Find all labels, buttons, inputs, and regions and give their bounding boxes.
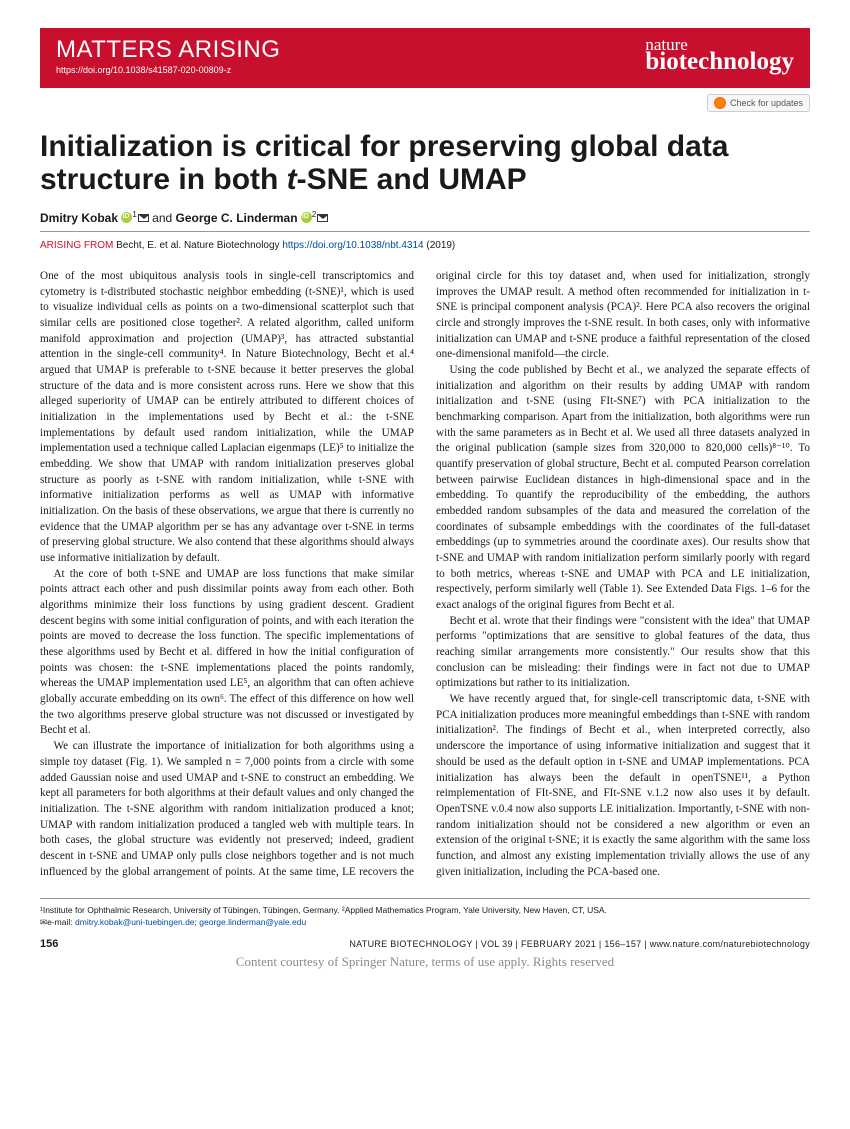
author-line: Dmitry Kobak 1 and George C. Linderman 2 — [40, 210, 810, 225]
body-paragraph: Becht et al. wrote that their findings w… — [436, 614, 810, 692]
body-paragraph: At the core of both t-SNE and UMAP are l… — [40, 567, 414, 739]
corresponding-email-2[interactable]: george.linderman@yale.edu — [199, 917, 306, 927]
banner-left: MATTERS ARISING https://doi.org/10.1038/… — [56, 36, 280, 75]
check-updates-label: Check for updates — [730, 98, 803, 108]
page-number: 156 — [40, 938, 58, 950]
email-line: ✉e-mail: dmitry.kobak@uni-tuebingen.de; … — [40, 917, 810, 928]
page-footer: 156 NATURE BIOTECHNOLOGY | VOL 39 | FEBR… — [40, 938, 810, 950]
arising-cite: Becht, E. et al. Nature Biotechnology — [116, 240, 279, 251]
crossmark-icon — [714, 97, 726, 109]
affiliations: ¹Institute for Ophthalmic Research, Univ… — [40, 898, 810, 928]
author-1-affil: 1 — [132, 210, 136, 219]
arising-link[interactable]: https://doi.org/10.1038/nbt.4314 — [282, 240, 423, 251]
journal-logo: nature biotechnology — [645, 38, 794, 72]
journal-name-bottom: biotechnology — [645, 52, 794, 73]
author-2-affil: 2 — [312, 210, 316, 219]
mail-icon[interactable] — [317, 214, 328, 222]
body-columns: One of the most ubiquitous analysis tool… — [40, 269, 810, 880]
section-name: MATTERS ARISING — [56, 36, 280, 64]
mail-icon[interactable] — [138, 214, 149, 222]
arising-from: ARISING FROM Becht, E. et al. Nature Bio… — [40, 240, 810, 251]
body-paragraph: Using the code published by Becht et al.… — [436, 363, 810, 614]
footer-citation: NATURE BIOTECHNOLOGY | VOL 39 | FEBRUARY… — [349, 939, 810, 949]
title-italic: t — [287, 163, 297, 196]
corresponding-email-1[interactable]: dmitry.kobak@uni-tuebingen.de — [75, 917, 195, 927]
arising-year: (2019) — [426, 240, 455, 251]
author-2: George C. Linderman — [176, 211, 298, 225]
divider — [40, 231, 810, 232]
affiliation-text: ¹Institute for Ophthalmic Research, Univ… — [40, 905, 810, 916]
author-1: Dmitry Kobak — [40, 211, 118, 225]
check-updates-button[interactable]: Check for updates — [707, 94, 810, 112]
doi-link[interactable]: https://doi.org/10.1038/s41587-020-00809… — [56, 65, 280, 75]
orcid-icon[interactable] — [301, 212, 312, 223]
orcid-icon[interactable] — [121, 212, 132, 223]
journal-banner: MATTERS ARISING https://doi.org/10.1038/… — [40, 28, 810, 88]
courtesy-notice: Content courtesy of Springer Nature, ter… — [40, 954, 810, 970]
updates-row: Check for updates — [40, 88, 810, 112]
author-separator: and — [152, 211, 175, 225]
title-text-post: -SNE and UMAP — [297, 163, 527, 196]
email-label: ✉e-mail: — [40, 917, 73, 927]
article-title: Initialization is critical for preservin… — [40, 130, 810, 196]
body-paragraph: One of the most ubiquitous analysis tool… — [40, 269, 414, 567]
body-paragraph: We have recently argued that, for single… — [436, 692, 810, 880]
arising-prefix: ARISING FROM — [40, 240, 113, 251]
